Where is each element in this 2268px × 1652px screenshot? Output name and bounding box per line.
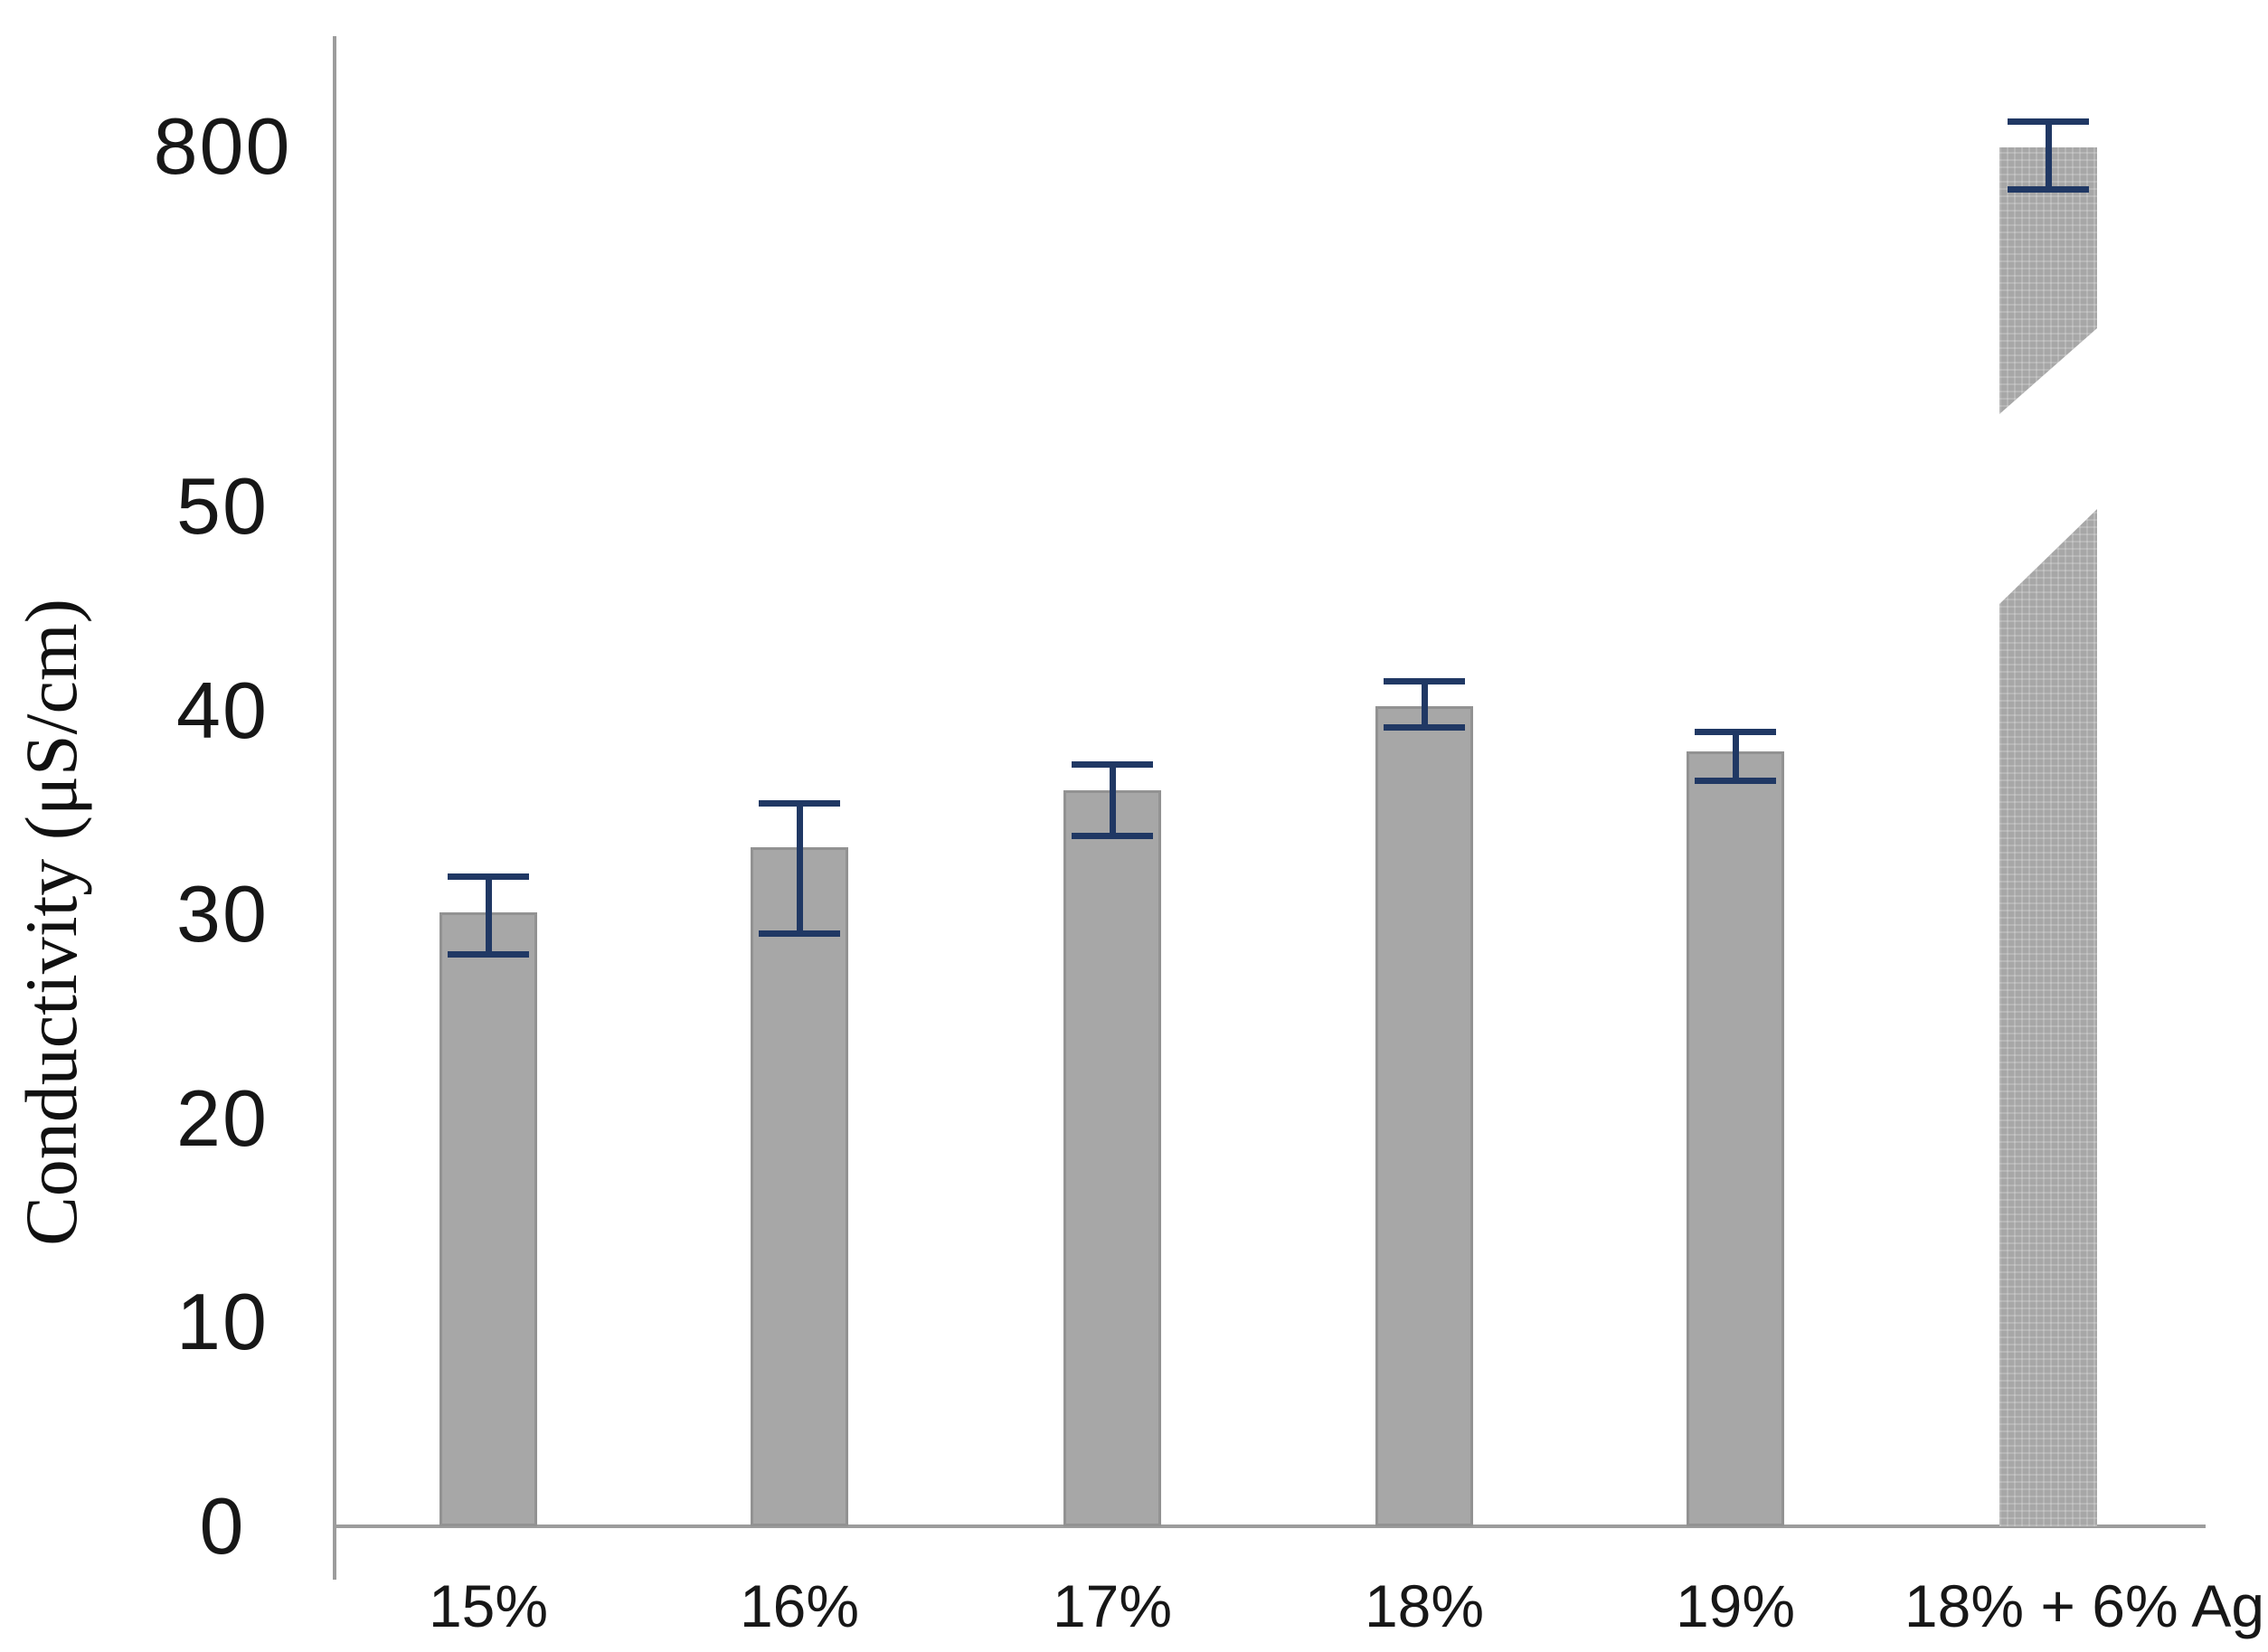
error-bar-bottom-cap	[1384, 724, 1465, 732]
bar	[751, 846, 848, 1526]
error-bar-line	[1109, 761, 1116, 839]
error-bar-line	[796, 799, 803, 937]
y-tick-label: 0	[199, 1481, 246, 1571]
bar-broken-lower-segment	[1999, 509, 2097, 1526]
x-category-label: 15%	[428, 1572, 549, 1639]
x-category-label: 18%	[1364, 1572, 1485, 1639]
x-category-label: 17%	[1052, 1572, 1173, 1639]
bar	[439, 911, 537, 1526]
error-bar-line	[2045, 118, 2052, 193]
error-bar-bottom-cap	[1695, 777, 1776, 784]
y-tick-label: 800	[153, 101, 292, 191]
x-category-label: 19%	[1675, 1572, 1796, 1639]
bar	[1063, 789, 1161, 1526]
error-bar-bottom-cap	[1072, 832, 1153, 839]
error-bar-line	[485, 873, 492, 958]
x-category-label: 18% + 6% Ag	[1904, 1572, 2265, 1639]
y-tick-label: 10	[176, 1277, 269, 1367]
bar	[1687, 750, 1784, 1526]
y-tick-label: 40	[176, 665, 269, 755]
error-bar-bottom-cap	[2008, 186, 2089, 193]
error-bar-line	[1732, 728, 1739, 784]
y-axis-line	[333, 36, 336, 1580]
y-axis-title: Conductivity (μS/cm)	[10, 599, 92, 1246]
x-category-label: 16%	[739, 1572, 860, 1639]
error-bar-line	[1421, 677, 1428, 732]
y-tick-label: 30	[176, 869, 269, 959]
bar	[1375, 706, 1473, 1526]
error-bar-bottom-cap	[759, 930, 840, 938]
y-tick-label: 20	[176, 1072, 269, 1163]
x-axis-line	[335, 1525, 2206, 1528]
y-tick-label: 50	[176, 461, 269, 551]
error-bar-bottom-cap	[448, 950, 529, 958]
